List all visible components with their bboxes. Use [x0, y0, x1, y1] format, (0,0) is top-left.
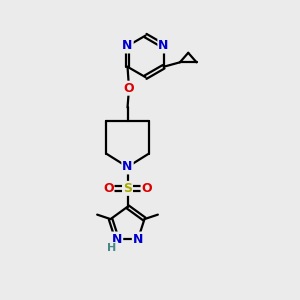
Text: O: O [124, 82, 134, 95]
Text: O: O [103, 182, 113, 195]
Text: N: N [122, 40, 133, 52]
Text: O: O [142, 182, 152, 195]
Text: H: H [107, 243, 116, 253]
Text: S: S [123, 182, 132, 195]
Text: N: N [158, 40, 169, 52]
Text: N: N [112, 232, 122, 245]
Text: N: N [122, 160, 133, 173]
Text: N: N [133, 232, 143, 245]
